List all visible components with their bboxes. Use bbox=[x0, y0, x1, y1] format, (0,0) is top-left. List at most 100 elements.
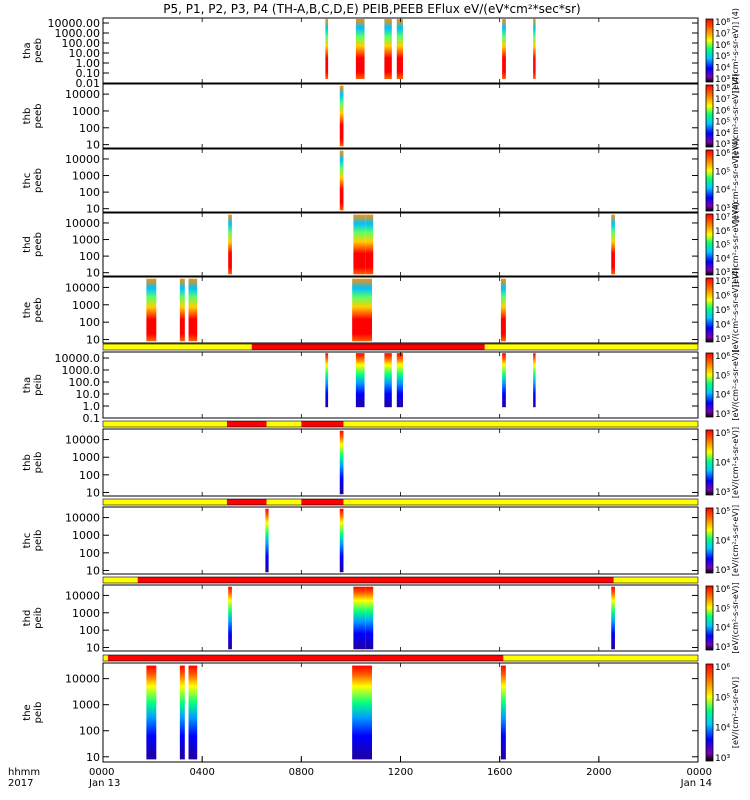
panel-the-peib: 10 100 1000 10000 the peib 10³ 10⁴ 10⁵ 10⁶[eV/(cm… bbox=[22, 654, 740, 764]
mode-bar-segment bbox=[613, 577, 698, 583]
mode-bar-frame bbox=[102, 420, 699, 428]
spectrogram-burst bbox=[502, 19, 506, 79]
colorbar-tick-label: 10³ bbox=[715, 140, 730, 150]
spectrogram-burst bbox=[500, 665, 506, 760]
panel-frame bbox=[102, 212, 699, 277]
y-tick-label: 10000.00 bbox=[48, 17, 101, 30]
colorbar-tick-label: 10⁵ bbox=[715, 429, 730, 439]
panel-species-label: peeb bbox=[33, 298, 44, 323]
colorbar-tick-label: 10³ bbox=[715, 268, 730, 278]
colorbar-tick-label: 10⁵ bbox=[715, 52, 730, 62]
colorbar-tick-label: 10³ bbox=[715, 643, 730, 653]
panel-species-label: peeb bbox=[33, 104, 44, 129]
colorbar-tick-label: 10⁶ bbox=[715, 41, 730, 51]
spectrogram-burst bbox=[339, 430, 344, 495]
colorbar-tick-label: 10³ bbox=[715, 754, 730, 764]
colorbar-tick-label: 10³ bbox=[715, 410, 730, 420]
panel-thd-peib: 10 100 1000 10000 thd peib 10³ 10⁴ 10⁵ 10⁶ [eV/(cm… bbox=[22, 576, 740, 655]
colorbar-tick-label: 10⁶ bbox=[715, 227, 730, 237]
colorbar-unit-label: [eV/(cm²-s-sr-eV)] (4) bbox=[731, 202, 740, 287]
colorbar-tick-label: 10⁸ bbox=[715, 84, 730, 94]
panel-thc-peib: 10 100 1000 10000 thc peib 10³ 10⁴ 10⁵ [eV/(cm²-s… bbox=[22, 498, 740, 577]
y-tick-label: 100.0 bbox=[69, 376, 101, 389]
x-tick-date: Jan 14 bbox=[680, 778, 712, 789]
spectrogram-burst bbox=[533, 19, 536, 79]
y-tick-label: 1000.00 bbox=[55, 27, 101, 40]
colorbar-tick-label: 10⁴ bbox=[715, 129, 730, 139]
y-tick-label: 1000 bbox=[72, 607, 100, 620]
spectrogram-burst bbox=[533, 353, 536, 408]
x-tick-label: 0000 bbox=[89, 767, 114, 778]
y-tick-label: 10000 bbox=[65, 673, 100, 686]
colorbar-tick-label: 10⁴ bbox=[715, 459, 730, 469]
colorbar-tick-label: 10⁶ bbox=[715, 663, 730, 673]
colorbar-tick-label: 10⁵ bbox=[715, 693, 730, 703]
x-tick-label: 1600 bbox=[487, 767, 512, 778]
spectrogram-burst bbox=[146, 665, 157, 760]
panel-probe-label: thb bbox=[22, 108, 33, 125]
y-tick-label: 100 bbox=[79, 186, 100, 199]
colorbar-tick-label: 10⁵ bbox=[715, 167, 730, 177]
panel-species-label: peib bbox=[33, 607, 44, 629]
colorbar bbox=[705, 149, 714, 212]
colorbar-tick-label: 10⁴ bbox=[715, 624, 730, 634]
y-tick-label: 10 bbox=[86, 203, 100, 216]
colorbar-tick-label: 10⁵ bbox=[715, 371, 730, 381]
mode-bar-segment bbox=[251, 344, 485, 350]
y-tick-label: 10 bbox=[86, 267, 100, 280]
y-tick-label: 100 bbox=[79, 250, 100, 263]
y-tick-label: 10.0 bbox=[76, 388, 101, 401]
spectrogram-burst bbox=[339, 150, 344, 211]
colorbar bbox=[705, 507, 714, 574]
spectrogram-burst bbox=[188, 278, 198, 342]
y-tick-label: 100 bbox=[79, 624, 100, 637]
colorbar bbox=[705, 663, 714, 762]
spectrogram-burst bbox=[353, 586, 366, 650]
colorbar-tick-label: 10⁶ bbox=[715, 106, 730, 116]
panel-species-label: peeb bbox=[33, 38, 44, 63]
y-tick-label: 10000 bbox=[65, 434, 100, 447]
colorbar bbox=[705, 18, 714, 83]
spectrogram-burst bbox=[339, 85, 344, 147]
spectrogram-burst bbox=[353, 214, 366, 275]
colorbar-tick-label: 10⁷ bbox=[715, 29, 730, 39]
colorbar bbox=[705, 352, 714, 418]
panel-species-label: peib bbox=[33, 452, 44, 474]
spectrogram-burst bbox=[179, 665, 185, 760]
colorbar-tick-label: 10⁸ bbox=[715, 18, 730, 28]
spectrogram-burst bbox=[611, 214, 615, 275]
x-tick-label: 1200 bbox=[388, 767, 413, 778]
y-tick-label: 10000.0 bbox=[55, 352, 101, 365]
y-tick-label: 10 bbox=[86, 486, 100, 499]
colorbar-unit-label: [eV/(cm²-s-sr-eV)] (4) bbox=[731, 267, 740, 352]
y-tick-label: 1000 bbox=[72, 699, 100, 712]
spectrogram-burst bbox=[265, 508, 269, 573]
y-tick-label: 1000 bbox=[72, 234, 100, 247]
mode-bar-segment bbox=[343, 421, 698, 427]
colorbar-tick-label: 10⁶ bbox=[715, 352, 730, 362]
spectrogram-burst bbox=[355, 19, 365, 79]
spectrogram-burst bbox=[228, 586, 232, 650]
colorbar-tick-label: 10⁴ bbox=[715, 724, 730, 734]
mode-bar-segment bbox=[484, 344, 698, 350]
y-tick-label: 1000 bbox=[72, 105, 100, 118]
y-tick-label: 10000 bbox=[65, 281, 100, 294]
mode-bar-segment bbox=[137, 577, 614, 583]
y-tick-label: 10 bbox=[86, 642, 100, 655]
colorbar-unit-label: [eV/(cm²-s-sr-eV)] bbox=[731, 505, 740, 576]
spectrogram-burst bbox=[352, 278, 372, 342]
colorbar-tick-label: 10³ bbox=[715, 566, 730, 576]
mode-bar-frame bbox=[102, 654, 699, 662]
colorbar-tick-label: 10³ bbox=[715, 75, 730, 85]
mode-bar-segment bbox=[103, 577, 138, 583]
spectrogram-burst bbox=[339, 508, 344, 573]
y-tick-label: 1.00 bbox=[76, 57, 101, 70]
mode-bar-segment bbox=[503, 655, 698, 661]
y-tick-label: 1000 bbox=[72, 299, 100, 312]
spectrogram-burst bbox=[179, 278, 185, 342]
y-tick-label: 10000 bbox=[65, 512, 100, 525]
colorbar-unit-label: [eV/(cm²-s-sr-eV)] bbox=[731, 349, 740, 420]
colorbar-unit-label: [eV/(cm²-s-sr-eV)] bbox=[731, 677, 740, 748]
